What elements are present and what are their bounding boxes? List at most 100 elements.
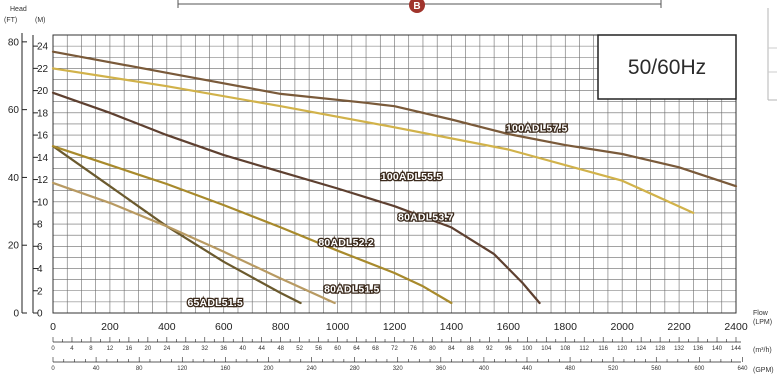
- x-tick-label-m3h: 0: [51, 346, 55, 352]
- series-label-65adl51-5: 65ADL51.5: [187, 297, 243, 309]
- x-tick-label-m3h: 116: [598, 346, 608, 352]
- y-tick-label-ft: 20: [8, 241, 20, 252]
- series-line-65adl51-5: [51, 145, 302, 305]
- x-tick-label-gpm: 80: [136, 366, 143, 372]
- x-tick-label-gpm: 320: [393, 366, 404, 372]
- x-tick-label-lpm: 1200: [383, 321, 407, 333]
- x-tick-label-lpm: 1600: [497, 321, 521, 333]
- x-tick-label-lpm: 1400: [440, 321, 464, 333]
- x-tick-label-gpm: 640: [737, 366, 748, 372]
- x-tick-label-lpm: 2200: [667, 321, 691, 333]
- x-tick-label-gpm: 160: [220, 366, 231, 372]
- series-label-80adl52-2: 80ADL52.2: [318, 237, 374, 249]
- x-tick-label-m3h: 56: [315, 346, 322, 352]
- y-tick-label-ft: 60: [8, 105, 20, 116]
- x-tick-label-m3h: 80: [429, 346, 436, 352]
- x-axis-unit-m3h: (m³/h): [753, 347, 772, 354]
- x-tick-label-gpm: 200: [263, 366, 274, 372]
- y-axis-unit-ft: (FT): [4, 17, 17, 24]
- series-label-100adl57-5: 100ADL57.5: [506, 122, 568, 134]
- x-tick-label-m3h: 20: [145, 346, 152, 352]
- y-tick-label-m: 8: [37, 220, 43, 231]
- x-tick-label-m3h: 68: [372, 346, 379, 352]
- x-tick-label-lpm: 2000: [610, 321, 634, 333]
- series-label-80adl53-7: 80ADL53.7: [398, 211, 454, 223]
- dimension-badge-label: B: [413, 1, 420, 12]
- series-line-80adl52-2: [51, 145, 453, 305]
- series-line-80adl53-7: [51, 91, 541, 305]
- dimension-badge: [409, 0, 425, 13]
- x-tick-label-m3h: 96: [505, 346, 512, 352]
- x-tick-label-lpm: 600: [215, 321, 233, 333]
- x-tick-label-lpm: 0: [50, 321, 56, 333]
- x-axis-title: Flow: [753, 310, 769, 317]
- series-lines: [51, 50, 738, 305]
- y-tick-label-m: 14: [37, 153, 49, 164]
- y-tick-label-m: 12: [37, 175, 49, 186]
- x-tick-label-m3h: 132: [674, 346, 685, 352]
- x-tick-label-m3h: 140: [712, 346, 723, 352]
- x-tick-label-m3h: 64: [353, 346, 360, 352]
- series-line-80adl51-5: [51, 181, 336, 305]
- y-tick-label-m: 0: [37, 309, 43, 320]
- x-tick-label-m3h: 40: [239, 346, 246, 352]
- x-tick-label-m3h: 108: [560, 346, 571, 352]
- x-tick-label-m3h: 24: [163, 346, 170, 352]
- x-tick-label-m3h: 76: [410, 346, 417, 352]
- table-fragment: [767, 8, 777, 101]
- x-tick-label-gpm: 240: [307, 366, 318, 372]
- series-line-100adl55-5: [51, 67, 695, 214]
- x-tick-label-m3h: 112: [579, 346, 589, 352]
- x-tick-label-m3h: 124: [636, 346, 647, 352]
- x-tick-label-m3h: 52: [296, 346, 303, 352]
- x-tick-label-lpm: 2400: [724, 321, 748, 333]
- y-tick-label-m: 24: [37, 42, 49, 53]
- x-tick-label-m3h: 104: [541, 346, 552, 352]
- x-tick-label-m3h: 120: [617, 346, 628, 352]
- x-tick-label-gpm: 480: [565, 366, 576, 372]
- y-axis-title: Head: [10, 6, 27, 13]
- plot-frame: [52, 34, 737, 314]
- x-tick-label-m3h: 92: [486, 346, 493, 352]
- series-labels: 65ADL51.5 80ADL51.5 80ADL52.2 80ADL53.7 100A…: [186, 121, 569, 310]
- series-line-100adl57-5: [51, 50, 738, 188]
- dimension-bracket: B: [177, 0, 662, 13]
- y-axis-unit-m: (M): [35, 17, 46, 24]
- x-tick-label-gpm: 440: [522, 366, 533, 372]
- x-tick-label-m3h: 88: [467, 346, 474, 352]
- series-label-80adl51-5: 80ADL51.5: [324, 284, 380, 296]
- x-tick-label-m3h: 136: [693, 346, 704, 352]
- x-tick-label-lpm: 1000: [326, 321, 350, 333]
- y-tick-label-m: 6: [37, 242, 43, 253]
- x-tick-label-gpm: 360: [436, 366, 447, 372]
- x-tick-label-gpm: 0: [51, 366, 55, 372]
- y-tick-label-m: 18: [37, 108, 49, 119]
- x-tick-label-gpm: 600: [694, 366, 705, 372]
- x-tick-label-lpm: 1800: [554, 321, 578, 333]
- x-axis-unit-gpm: (GPM): [753, 367, 774, 374]
- frequency-box: 50/60Hz: [597, 34, 737, 100]
- x-tick-label-m3h: 8: [89, 346, 93, 352]
- y-tick-label-m: 4: [37, 264, 43, 275]
- x-tick-label-m3h: 36: [220, 346, 227, 352]
- x-tick-label-m3h: 100: [522, 346, 533, 352]
- x-tick-label-m3h: 60: [334, 346, 341, 352]
- y-tick-label-ft: 80: [8, 37, 20, 48]
- x-tick-label-gpm: 40: [93, 366, 100, 372]
- series-label-100adl55-5: 100ADL55.5: [381, 171, 443, 183]
- x-tick-label-lpm: 200: [101, 321, 119, 333]
- y-tick-label-m: 16: [37, 131, 49, 142]
- x-tick-label-m3h: 144: [731, 346, 742, 352]
- x-tick-label-m3h: 72: [391, 346, 398, 352]
- x-tick-label-m3h: 32: [201, 346, 208, 352]
- x-tick-label-gpm: 520: [608, 366, 619, 372]
- y-tick-label-m: 20: [37, 86, 49, 97]
- x-tick-label-m3h: 28: [182, 346, 189, 352]
- x-tick-label-m3h: 12: [107, 346, 114, 352]
- y-tick-label-m: 22: [37, 64, 49, 75]
- x-tick-label-m3h: 4: [70, 346, 74, 352]
- y-tick-label-ft: 0: [13, 309, 19, 320]
